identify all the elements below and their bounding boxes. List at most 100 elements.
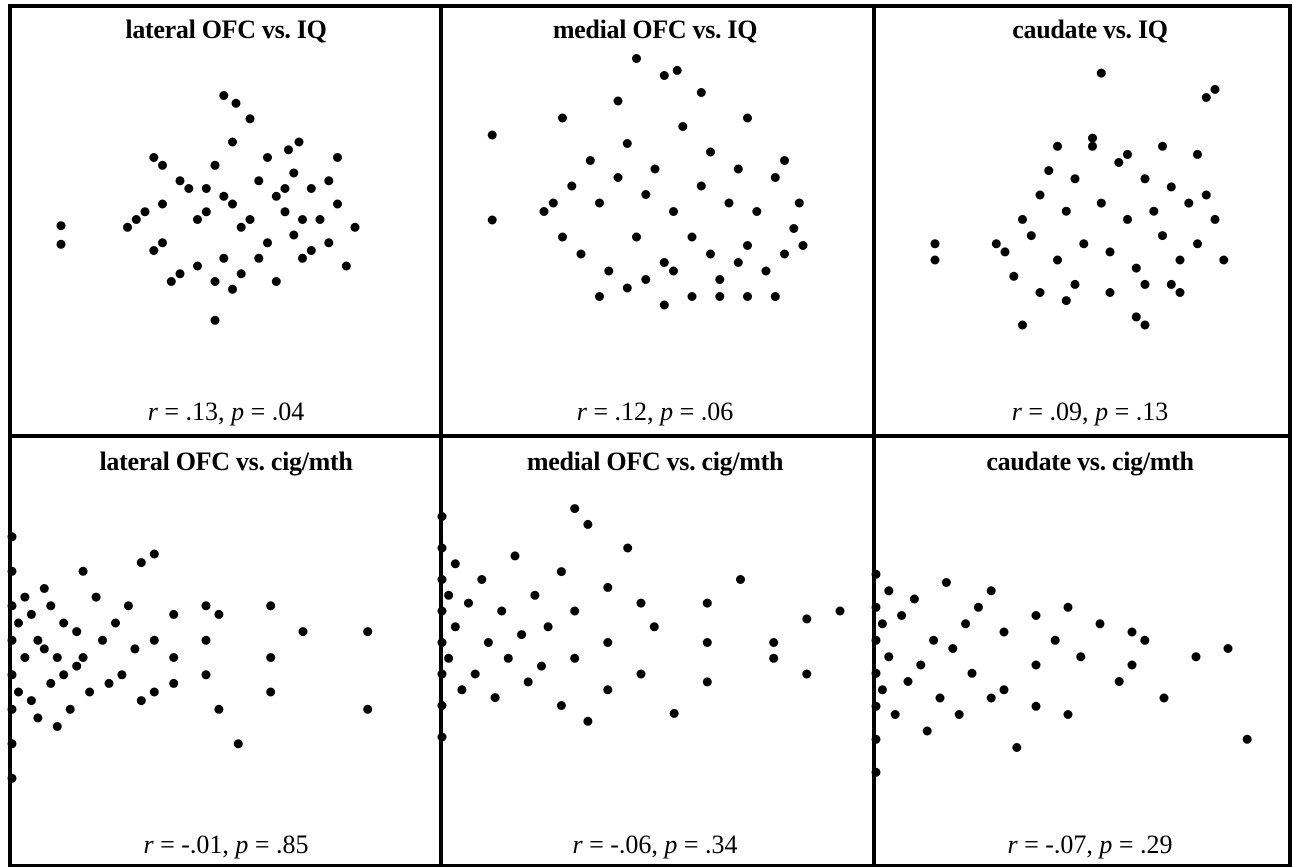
scatter-point — [1131, 263, 1141, 273]
scatter-point — [450, 622, 460, 632]
scatter-point — [1127, 660, 1137, 670]
scatter-point — [280, 184, 290, 193]
scatter-point — [632, 232, 641, 242]
scatter-point — [263, 153, 272, 162]
scatter-point — [613, 96, 623, 106]
scatter-point — [636, 598, 646, 608]
scatter-point — [539, 207, 549, 216]
scatter-point — [193, 261, 202, 271]
scatter-point — [477, 575, 487, 584]
scatter-point — [510, 551, 520, 561]
scatter-point — [266, 687, 276, 697]
scatter-point — [884, 586, 894, 596]
scatter-point — [1053, 255, 1062, 265]
scatter-point — [702, 598, 712, 608]
stat-annotation: r = .13, p = .04 — [148, 397, 304, 426]
panel-caudate-cig: caudate vs. cig/mth r = -.07, p = .29 — [871, 447, 1252, 859]
stat-annotation: r = .12, p = .06 — [577, 397, 733, 426]
scatter-point — [78, 566, 88, 576]
scatter-point — [1131, 312, 1141, 322]
scatter-point — [954, 710, 964, 719]
scatter-point — [266, 653, 276, 662]
scatter-point — [678, 122, 688, 131]
scatter-point — [948, 644, 958, 653]
scatter-point — [1018, 214, 1027, 224]
scatter-point — [770, 292, 780, 301]
scatter-point — [201, 635, 211, 645]
scatter-point — [450, 559, 460, 569]
scatter-point — [33, 713, 43, 723]
scatter-point — [603, 582, 613, 592]
scatter-point — [780, 156, 789, 165]
scatter-point — [789, 224, 799, 233]
scatter-point — [56, 239, 66, 249]
scatter-points — [56, 91, 360, 325]
scatter-point — [444, 590, 454, 600]
panel-title: lateral OFC vs. cig/mth — [99, 447, 353, 476]
scatter-point — [659, 71, 669, 80]
scatter-point — [1123, 214, 1132, 224]
scatter-point — [280, 207, 290, 217]
scatter-point — [169, 609, 179, 619]
scatter-point — [233, 739, 243, 749]
scatter-point — [537, 661, 546, 671]
scatter-point — [263, 238, 272, 248]
scatter-point — [1096, 68, 1106, 78]
scatter-point — [149, 549, 159, 559]
scatter-point — [991, 239, 1001, 249]
scatter-point — [136, 558, 146, 568]
stat-annotation: r = .09, p = .13 — [1012, 397, 1168, 426]
scatter-point — [1175, 255, 1185, 265]
scatter-point — [1018, 320, 1027, 330]
panel-title: caudate vs. IQ — [1012, 15, 1167, 44]
scatter-point — [149, 153, 159, 162]
scatter-point — [254, 176, 264, 186]
scatter-point — [973, 602, 983, 612]
scatter-point — [1088, 133, 1097, 143]
scatter-point — [228, 284, 237, 294]
scatter-point — [935, 693, 945, 703]
scatter-point — [1061, 296, 1071, 306]
scatter-point — [743, 113, 752, 123]
scatter-point — [490, 693, 500, 703]
scatter-point — [59, 670, 69, 680]
scatter-point — [570, 653, 580, 663]
scatter-point — [1035, 288, 1045, 297]
scatter-point — [1105, 288, 1115, 297]
scatter-point — [503, 653, 513, 663]
scatter-point — [583, 519, 593, 529]
scatter-point — [298, 627, 308, 637]
scatter-point — [1149, 206, 1159, 216]
scatter-point — [294, 137, 304, 147]
scatter-point — [1053, 141, 1062, 151]
scatter-point — [999, 627, 1009, 637]
scatter-point — [210, 160, 220, 170]
scatter-point — [136, 696, 146, 706]
scatter-point — [967, 668, 977, 678]
scatter-point — [169, 678, 179, 688]
scatter-point — [131, 215, 141, 224]
scatter-point — [1105, 247, 1115, 257]
scatter-point — [770, 173, 780, 182]
scatter-point — [149, 687, 159, 697]
scatter-point — [622, 283, 632, 293]
scatter-point — [1210, 214, 1220, 224]
scatter-point — [1158, 231, 1167, 241]
scatter-point — [33, 635, 43, 645]
scatter-point — [201, 670, 211, 680]
scatter-point — [111, 618, 120, 628]
scatter-point — [158, 199, 167, 209]
scatter-point — [603, 685, 613, 695]
scatter-point — [961, 619, 971, 629]
scatter-point — [231, 98, 241, 108]
scatter-point — [201, 601, 211, 611]
scatter-point — [1242, 734, 1252, 744]
stat-annotation: r = -.01, p = .85 — [143, 830, 308, 859]
scatter-point — [659, 258, 669, 267]
scatter-point — [556, 701, 566, 710]
scatter-point — [228, 137, 237, 147]
scatter-point — [158, 238, 167, 248]
panel-caudate-iq: caudate vs. IQ r = .09, p = .13 — [930, 15, 1229, 426]
scatter-point — [1184, 198, 1194, 208]
